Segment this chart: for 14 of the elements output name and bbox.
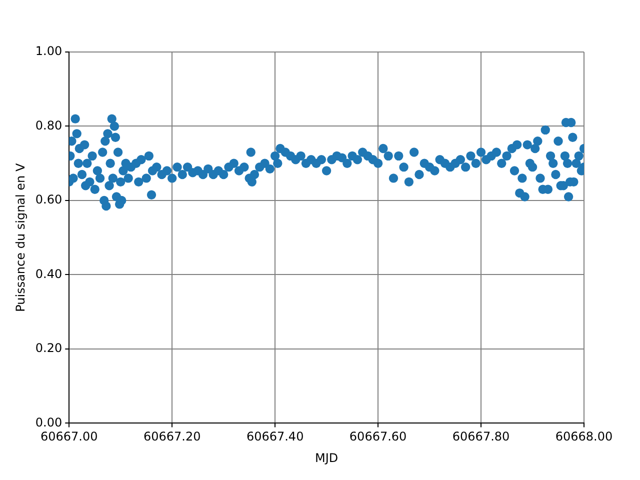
y-tick-label: 0.40 <box>35 266 62 281</box>
y-tick-label: 0.60 <box>35 192 62 207</box>
x-tick-label: 60667.80 <box>452 430 510 444</box>
y-tick-label: 0.20 <box>35 341 62 356</box>
x-tick-label: 60667.00 <box>40 430 98 444</box>
y-tick-label: 0.80 <box>35 118 62 132</box>
x-tick-label: 60667.60 <box>349 430 407 444</box>
y-tick-label: 0.00 <box>35 415 62 430</box>
x-tick-label: 60667.40 <box>246 430 304 444</box>
x-axis-title: MJD <box>314 450 338 465</box>
y-axis-title: Puissance du signal en V <box>13 162 28 312</box>
x-tick-label: 60667.20 <box>143 430 201 444</box>
x-tick-label: 60668.00 <box>555 430 613 444</box>
y-tick-label: 1.00 <box>35 44 62 58</box>
